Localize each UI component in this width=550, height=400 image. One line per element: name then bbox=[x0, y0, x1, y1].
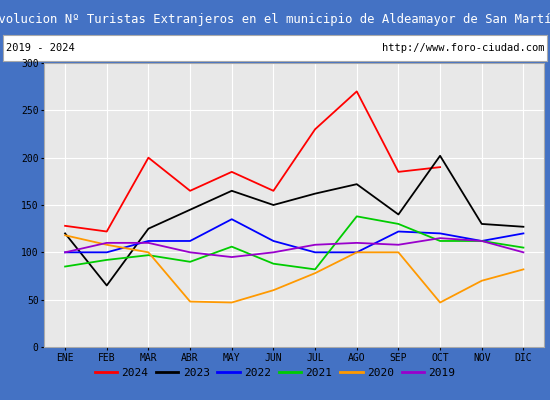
Text: Evolucion Nº Turistas Extranjeros en el municipio de Aldeamayor de San Martín: Evolucion Nº Turistas Extranjeros en el … bbox=[0, 12, 550, 26]
Text: http://www.foro-ciudad.com: http://www.foro-ciudad.com bbox=[382, 43, 544, 53]
Legend: 2024, 2023, 2022, 2021, 2020, 2019: 2024, 2023, 2022, 2021, 2020, 2019 bbox=[90, 364, 460, 382]
Text: 2019 - 2024: 2019 - 2024 bbox=[6, 43, 74, 53]
